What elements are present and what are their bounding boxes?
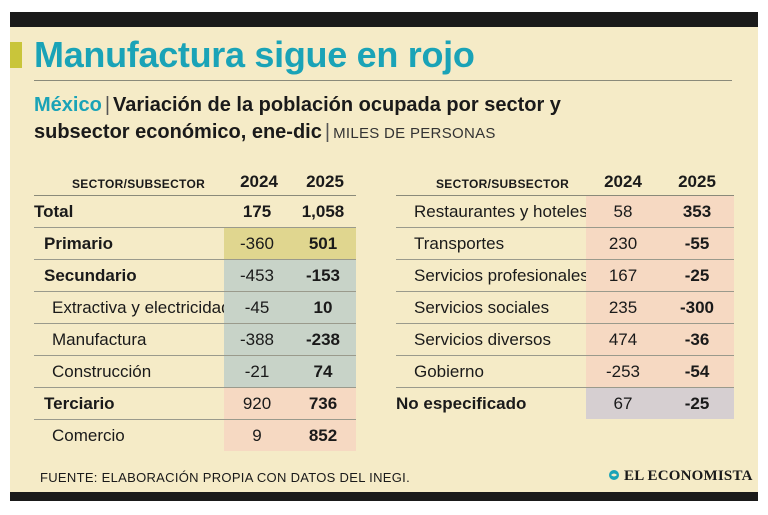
table-left: SECTOR/SUBSECTOR 2024 2025 Total 175 1,058… (34, 168, 356, 451)
table-left-body: Total 175 1,058 Primario -360 501 Secundario -4… (34, 196, 356, 451)
table-row: Manufactura -388 -238 (34, 324, 356, 356)
table-row: Restaurantes y hoteles 58 353 (396, 196, 734, 228)
value-2024: 230 (586, 228, 660, 259)
value-2024: 235 (586, 292, 660, 323)
row-label: Manufactura (52, 330, 147, 349)
table-row: Comercio 9 852 (34, 420, 356, 451)
title-divider (34, 80, 732, 81)
row-label: No especificado (396, 394, 527, 413)
header-2024: 2024 (604, 172, 642, 191)
subtitle-text-2: subsector económico, ene-dic (34, 121, 322, 143)
header-2024: 2024 (240, 172, 278, 191)
table-row: Terciario 920 736 (34, 388, 356, 420)
row-label: Secundario (44, 266, 137, 285)
bottom-bar (10, 492, 758, 501)
row-label: Servicios diversos (414, 330, 551, 349)
table-row: Servicios profesionales 167 -25 (396, 260, 734, 292)
row-label: Extractiva y electricidad (52, 298, 231, 317)
header-2025: 2025 (306, 172, 344, 191)
table-row: Transportes 230 -55 (396, 228, 734, 260)
row-label: Construcción (52, 362, 152, 381)
value-2024: -388 (224, 324, 290, 355)
subtitle-line-2: subsector económico, ene-dic | MILES DE PE… (34, 121, 496, 144)
row-label: Gobierno (414, 362, 484, 381)
value-2024: 920 (224, 388, 290, 419)
table-left-header: SECTOR/SUBSECTOR 2024 2025 (34, 168, 356, 196)
value-2024: -253 (586, 356, 660, 387)
row-label: Comercio (52, 426, 125, 445)
brand-logo: EL ECONOMISTA (608, 468, 753, 485)
value-2024: 175 (242, 202, 272, 221)
value-2025: 1,058 (301, 202, 345, 221)
value-2025: -300 (660, 292, 734, 323)
value-2025: 501 (290, 228, 356, 259)
chart-title: Manufactura sigue en rojo (34, 34, 475, 75)
table-row: Servicios diversos 474 -36 (396, 324, 734, 356)
table-row: No especificado 67 -25 (396, 388, 734, 419)
value-2024: -360 (224, 228, 290, 259)
value-2024: -453 (224, 260, 290, 291)
units-label: MILES DE PERSONAS (333, 125, 496, 142)
table-row: Secundario -453 -153 (34, 260, 356, 292)
brand-name: EL ECONOMISTA (624, 468, 753, 484)
value-2025: -54 (660, 356, 734, 387)
value-2024: 58 (586, 196, 660, 227)
table-row: Servicios sociales 235 -300 (396, 292, 734, 324)
subtitle-separator: | (104, 94, 111, 116)
value-2024: 67 (586, 388, 660, 419)
value-2024: -21 (224, 356, 290, 387)
value-2025: -25 (660, 260, 734, 291)
value-2024: 9 (224, 420, 290, 451)
table-right-header: SECTOR/SUBSECTOR 2024 2025 (396, 168, 734, 196)
value-2024: 474 (586, 324, 660, 355)
subtitle-country: México (34, 94, 102, 116)
value-2025: 852 (290, 420, 356, 451)
value-2025: 74 (290, 356, 356, 387)
value-2024: 167 (586, 260, 660, 291)
row-label: Total (34, 202, 74, 221)
value-2025: 736 (290, 388, 356, 419)
value-2025: -36 (660, 324, 734, 355)
value-2025: -25 (660, 388, 734, 419)
row-label: Transportes (414, 234, 505, 253)
header-2025: 2025 (678, 172, 716, 191)
table-row: Gobierno -253 -54 (396, 356, 734, 388)
value-2025: 10 (290, 292, 356, 323)
value-2025: -238 (290, 324, 356, 355)
title-accent (10, 42, 22, 68)
logo-mark-icon (609, 470, 619, 480)
row-label: Primario (44, 234, 113, 253)
subtitle-text-1: Variación de la población ocupada por se… (113, 94, 561, 116)
row-label: Terciario (44, 394, 115, 413)
value-2025: -153 (290, 260, 356, 291)
header-sector: SECTOR/SUBSECTOR (72, 177, 206, 191)
table-row: Primario -360 501 (34, 228, 356, 260)
subtitle-line-1: México | Variación de la población ocupada… (34, 94, 561, 117)
units-separator: | (324, 121, 331, 143)
table-row: Extractiva y electricidad -45 10 (34, 292, 356, 324)
header-sector: SECTOR/SUBSECTOR (436, 177, 570, 191)
table-right: SECTOR/SUBSECTOR 2024 2025 Restaurantes … (396, 168, 734, 419)
value-2025: 353 (660, 196, 734, 227)
table-right-body: Restaurantes y hoteles 58 353 Transportes 23… (396, 196, 734, 419)
row-label: Restaurantes y hoteles (414, 202, 588, 221)
row-label: Servicios profesionales (414, 266, 589, 285)
row-label: Servicios sociales (414, 298, 550, 317)
source-note: FUENTE: ELABORACIÓN PROPIA CON DATOS DEL… (40, 470, 410, 485)
value-2025: -55 (660, 228, 734, 259)
value-2024: -45 (224, 292, 290, 323)
table-row: Total 175 1,058 (34, 196, 356, 228)
table-row: Construcción -21 74 (34, 356, 356, 388)
top-bar (10, 12, 758, 27)
